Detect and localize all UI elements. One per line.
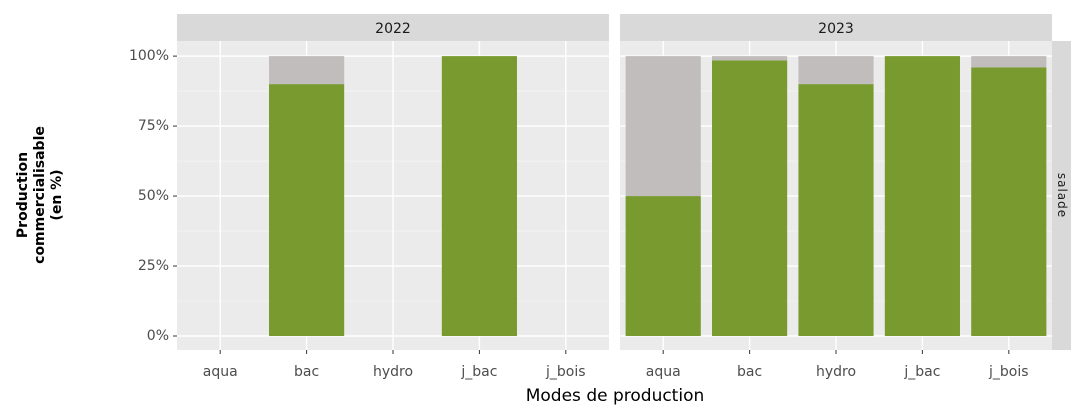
x-axis-title: Modes de production bbox=[526, 386, 705, 405]
bar-segment bbox=[798, 56, 874, 85]
x-tick-label: hydro bbox=[816, 364, 856, 380]
bar-segment bbox=[269, 56, 345, 85]
x-tick-label: j_bac bbox=[903, 364, 940, 380]
strip bbox=[177, 14, 609, 41]
y-tick-label: 50% bbox=[138, 188, 169, 204]
x-tick-label: j_bois bbox=[545, 364, 586, 380]
bar-segment bbox=[884, 56, 960, 337]
x-tick-label: bac bbox=[737, 364, 762, 380]
bar-segment bbox=[269, 84, 345, 337]
bar-segment bbox=[971, 67, 1047, 337]
facet-title: 2023 bbox=[818, 21, 854, 37]
row-strip-label: salade bbox=[1055, 173, 1069, 218]
facet-title: 2022 bbox=[375, 21, 411, 37]
y-tick-label: 25% bbox=[138, 258, 169, 274]
bar-segment bbox=[971, 56, 1047, 68]
y-axis-title-line: Production bbox=[15, 152, 31, 238]
row-strip bbox=[1052, 41, 1071, 350]
bar-segment bbox=[625, 56, 701, 197]
bar-segment bbox=[712, 56, 788, 61]
x-tick-label: j_bac bbox=[460, 364, 497, 380]
y-axis-title-line: commercialisable bbox=[32, 126, 48, 264]
y-axis-title: Productioncommercialisable(en %) bbox=[15, 126, 65, 264]
bar-segment bbox=[441, 56, 517, 337]
bar-segment bbox=[798, 84, 874, 337]
x-tick-label: hydro bbox=[373, 364, 413, 380]
x-tick-label: j_bois bbox=[988, 364, 1029, 380]
y-tick-label: 0% bbox=[147, 328, 169, 344]
x-tick-label: bac bbox=[294, 364, 319, 380]
bar-segment bbox=[712, 60, 788, 337]
y-axis-title-line: (en %) bbox=[49, 169, 65, 220]
y-tick-label: 100% bbox=[129, 48, 169, 64]
strip bbox=[620, 14, 1052, 41]
x-tick-label: aqua bbox=[203, 364, 238, 380]
bar-segment bbox=[625, 196, 701, 337]
y-tick-label: 75% bbox=[138, 118, 169, 134]
x-tick-label: aqua bbox=[646, 364, 681, 380]
